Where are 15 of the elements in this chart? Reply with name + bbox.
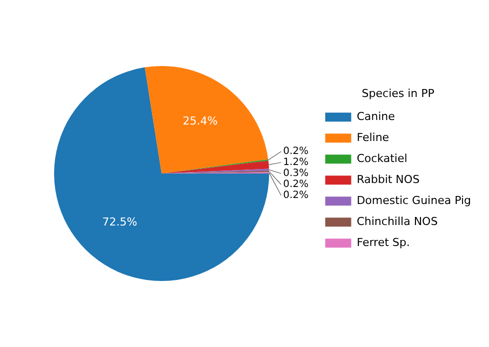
legend-label: Rabbit NOS bbox=[356, 172, 420, 186]
legend-label: Canine bbox=[356, 110, 396, 123]
legend-label: Feline bbox=[356, 130, 390, 144]
data-label: 72.5% bbox=[102, 215, 138, 228]
legend-label: Cockatiel bbox=[356, 152, 408, 165]
data-label: 0.2% bbox=[283, 179, 309, 190]
legend-label: Domestic Guinea Pig bbox=[356, 194, 472, 207]
data-label: 0.3% bbox=[283, 168, 309, 180]
legend-label: Chinchilla NOS bbox=[356, 214, 438, 228]
legend-label: Ferret Sp. bbox=[356, 236, 410, 249]
legend-title: Species in PP bbox=[362, 86, 435, 100]
data-label: 25.4% bbox=[182, 114, 218, 128]
data-label: 0.2% bbox=[283, 146, 309, 158]
data-label: 0.2% bbox=[283, 190, 309, 202]
data-label: 1.2% bbox=[283, 157, 309, 168]
